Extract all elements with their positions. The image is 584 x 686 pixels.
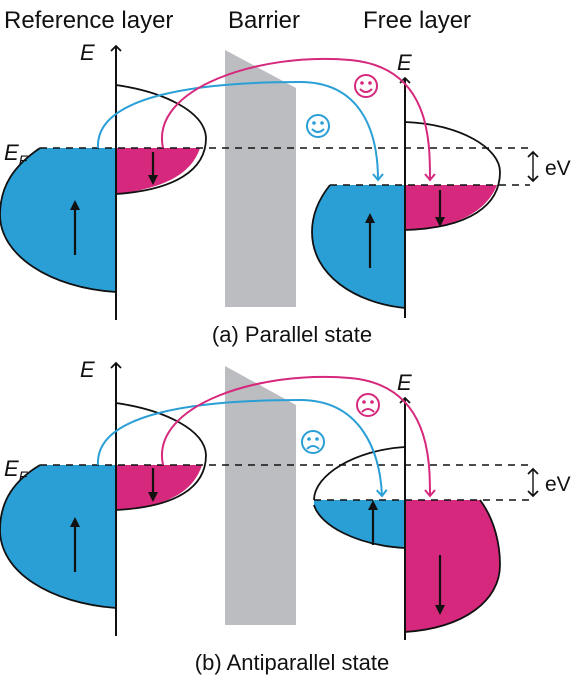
- barrier-title: Barrier: [228, 7, 300, 34]
- reference-layer-title: Reference layer: [4, 7, 173, 34]
- tunneling-path-spin-down: [160, 57, 436, 182]
- free-spin-up-filled: [312, 185, 405, 308]
- caption-parallel: (a) Parallel state: [212, 322, 372, 347]
- panel-antiparallel: E EF E eV: [0, 357, 571, 675]
- ref-spin-up-filled: [0, 465, 116, 608]
- bias-label: eV: [545, 473, 571, 496]
- fermi-level-label: EF: [4, 456, 29, 484]
- ref-spin-down-filled: [116, 465, 202, 510]
- free-spin-down-band: [404, 121, 501, 231]
- bias-label: eV: [545, 157, 571, 180]
- free-axis-label: E: [397, 50, 412, 75]
- free-spin-down-filled: [405, 185, 497, 230]
- frowning-face-icon: [356, 393, 380, 417]
- free-axis-label: E: [397, 370, 412, 395]
- tunneling-path-spin-down: [160, 375, 436, 498]
- smiley-face-icon: [354, 74, 378, 98]
- ref-spin-up-filled: [0, 148, 116, 292]
- smiley-face-icon: [306, 114, 330, 138]
- frowning-face-icon: [301, 430, 325, 454]
- free-spin-up-filled: [314, 500, 405, 548]
- free-layer-title: Free layer: [363, 7, 471, 34]
- tunneling-path-spin-up: [96, 80, 384, 182]
- ref-axis-label: E: [80, 40, 95, 65]
- free-spin-down-filled: [405, 500, 500, 632]
- ref-spin-down-filled: [116, 148, 200, 194]
- tunnel-barrier: [225, 366, 296, 625]
- free-spin-up-band: [313, 446, 406, 501]
- caption-antiparallel: (b) Antiparallel state: [195, 650, 389, 675]
- ref-axis-label: E: [80, 357, 95, 382]
- panel-parallel: E EF E eV: [0, 40, 571, 347]
- tunneling-path-spin-up: [96, 398, 388, 498]
- fermi-level-label: EF: [4, 140, 29, 168]
- tunnel-barrier: [225, 50, 296, 307]
